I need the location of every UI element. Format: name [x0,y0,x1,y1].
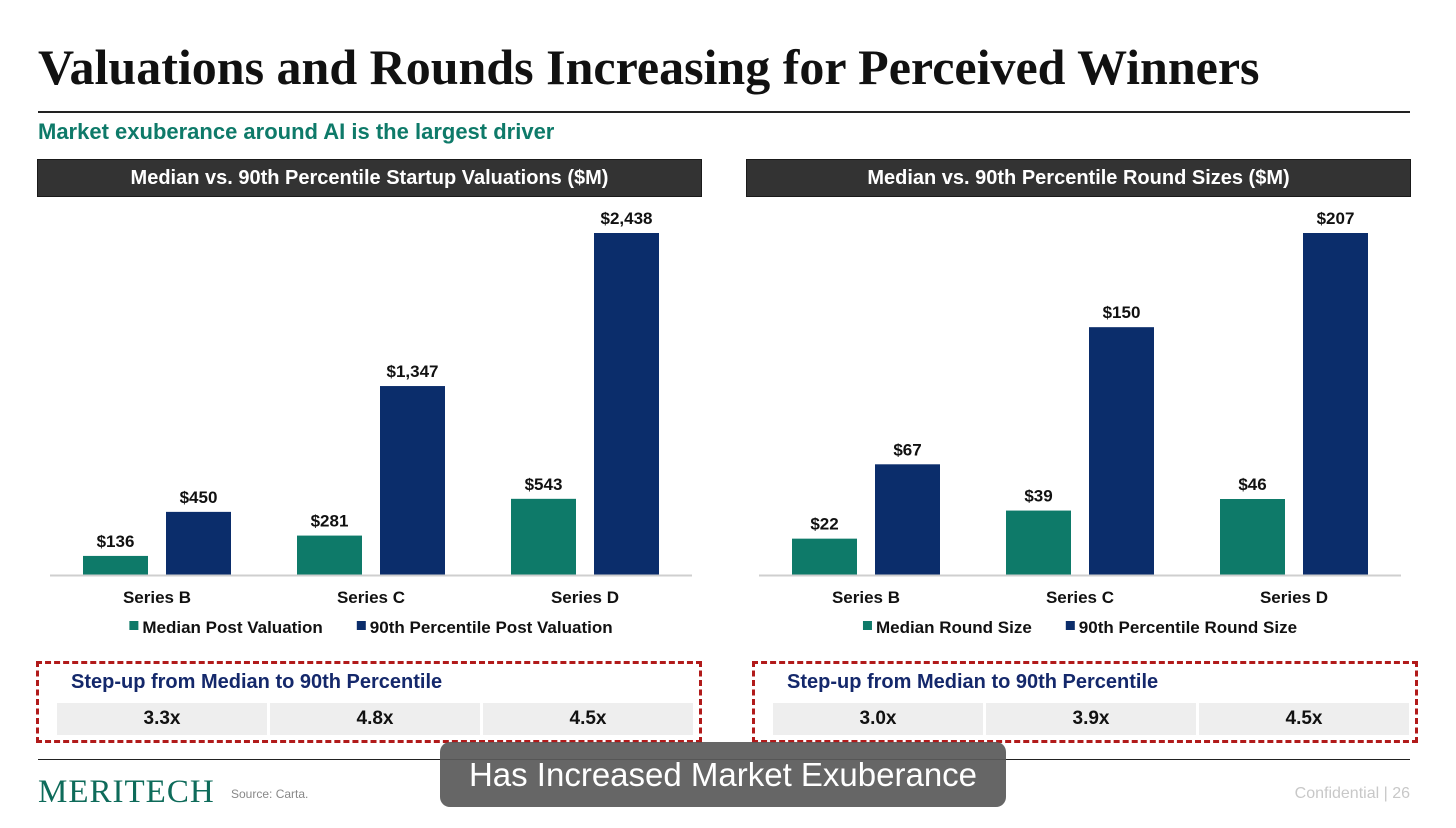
round-sizes-category-series-d: Series D [1260,588,1328,607]
round-sizes-label-p90-series-d: $207 [1317,209,1355,228]
round-sizes-stepup-series-d: 4.5x [1199,703,1409,735]
round-sizes-label-median-series-c: $39 [1024,487,1052,506]
valuations-stepup-box: Step-up from Median to 90th Percentile 3… [36,661,702,743]
meritech-logo: MERITECH [38,774,215,810]
valuations-legend-item-p90: 90th Percentile Post Valuation [356,618,613,637]
valuations-category-series-b: Series B [123,588,191,607]
valuations-bar-p90-series-c [380,386,445,575]
round-sizes-label-p90-series-c: $150 [1103,303,1141,322]
round-sizes-legend-item-p90: 90th Percentile Round Size [1065,618,1297,637]
round-sizes-label-median-series-b: $22 [810,515,838,534]
valuations-chart: $136 $450 Series B $281 $1,347 Series C $543 $2… [50,209,692,637]
valuations-bar-p90-series-b [166,511,231,575]
round-sizes-stepup-label: Step-up from Median to 90th Percentile [787,671,1159,693]
round-sizes-legend-label-p90: 90th Percentile Round Size [1079,618,1297,637]
round-sizes-chart: $22 $67 Series B $39 $150 Series C $46 $207 Seri… [759,209,1401,637]
round-sizes-bar-median-series-d [1220,499,1285,575]
slide-title: Valuations and Rounds Increasing for Per… [38,39,1260,95]
round-sizes-bar-median-series-b [792,538,857,575]
slide-subtitle: Market exuberance around AI is the large… [38,119,555,144]
round-sizes-category-series-c: Series C [1046,588,1114,607]
round-sizes-bar-p90-series-c [1089,327,1154,575]
valuations-stepup-series-c: 4.8x [270,703,480,735]
valuations-label-median-series-b: $136 [97,532,135,551]
round-sizes-legend-swatch-median [862,621,872,630]
round-sizes-bar-p90-series-d [1303,233,1368,575]
round-sizes-stepup-series-c: 3.9x [986,703,1196,735]
valuations-legend: Median Post Valuation 90th Percentile Pos… [129,618,613,637]
valuations-legend-swatch-median [129,621,139,630]
video-caption: Has Increased Market Exuberance [440,742,1006,807]
valuations-bar-median-series-b [83,555,148,575]
valuations-legend-label-median: Median Post Valuation [142,618,322,637]
round-sizes-legend: Median Round Size 90th Percentile Round S… [862,618,1297,637]
valuations-legend-item-median: Median Post Valuation [129,618,323,637]
valuations-label-p90-series-b: $450 [180,488,218,507]
confidential-page-number: Confidential | 26 [1294,785,1410,802]
round-sizes-bar-median-series-c [1006,510,1071,575]
valuations-legend-label-p90: 90th Percentile Post Valuation [370,618,613,637]
valuations-label-median-series-c: $281 [311,512,349,531]
round-sizes-stepup-box: Step-up from Median to 90th Percentile 3… [752,661,1418,743]
source-note: Source: Carta. [231,787,309,801]
valuations-legend-swatch-p90 [356,621,366,630]
valuations-label-median-series-d: $543 [525,475,563,494]
valuations-category-series-d: Series D [551,588,619,607]
round-sizes-legend-item-median: Median Round Size [862,618,1032,637]
round-sizes-label-median-series-d: $46 [1238,475,1266,494]
title-divider [38,111,1410,113]
valuations-category-series-c: Series C [337,588,405,607]
round-sizes-legend-label-median: Median Round Size [876,618,1032,637]
valuations-chart-title: Median vs. 90th Percentile Startup Valua… [37,159,702,197]
valuations-bar-median-series-d [511,498,576,575]
round-sizes-stepup-series-b: 3.0x [773,703,983,735]
valuations-bar-median-series-c [297,535,362,575]
round-sizes-category-series-b: Series B [832,588,900,607]
round-sizes-legend-swatch-p90 [1065,621,1075,630]
valuations-label-p90-series-d: $2,438 [601,209,653,228]
round-sizes-chart-title: Median vs. 90th Percentile Round Sizes (… [746,159,1411,197]
round-sizes-label-p90-series-b: $67 [893,440,921,459]
valuations-bar-p90-series-d [594,233,659,575]
valuations-stepup-label: Step-up from Median to 90th Percentile [71,671,443,693]
valuations-stepup-series-d: 4.5x [483,703,693,735]
round-sizes-bar-p90-series-b [875,464,940,575]
valuations-label-p90-series-c: $1,347 [387,362,439,381]
valuations-stepup-series-b: 3.3x [57,703,267,735]
